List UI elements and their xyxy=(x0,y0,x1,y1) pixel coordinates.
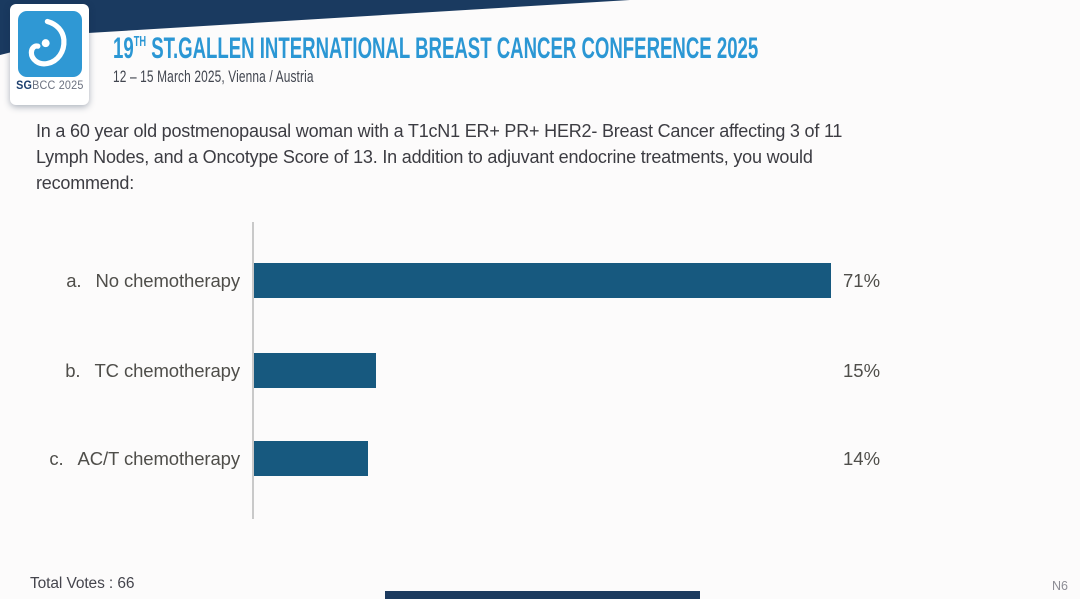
question-line-3: recommend: xyxy=(36,173,135,193)
total-votes: Total Votes : 66 xyxy=(30,575,135,592)
option-label-c: c. AC/T chemotherapy xyxy=(0,441,240,476)
bottom-ribbon xyxy=(385,591,700,599)
result-bar-b xyxy=(254,353,376,388)
option-row-b: b. TC chemotherapy 15% xyxy=(0,353,1080,388)
option-marker: a. xyxy=(66,269,82,291)
logo-card: SGBCC 2025 xyxy=(10,4,89,105)
result-value-c: 14% xyxy=(843,447,881,469)
option-text: TC chemotherapy xyxy=(94,359,240,381)
title-number: 19 xyxy=(113,32,134,65)
title-ordinal: TH xyxy=(133,33,147,50)
conference-subtitle: 12 – 15 March 2025, Vienna / Austria xyxy=(113,67,314,86)
option-text: AC/T chemotherapy xyxy=(77,447,241,469)
logo-badge-rest: BCC 2025 xyxy=(31,80,84,92)
conference-title: 19TH ST.GALLEN INTERNATIONAL BREAST CANC… xyxy=(113,27,758,65)
option-marker: b. xyxy=(65,359,81,381)
option-label-a: a. No chemotherapy xyxy=(0,263,240,298)
chart-axis-line xyxy=(252,222,254,519)
result-bar-c xyxy=(254,441,368,476)
logo-badge-text: SGBCC 2025 xyxy=(16,80,83,92)
result-value-a: 71% xyxy=(843,269,881,291)
breast-glyph-icon xyxy=(28,18,66,67)
question-text: In a 60 year old postmenopausal woman wi… xyxy=(36,118,1016,196)
title-text: ST.GALLEN INTERNATIONAL BREAST CANCER CO… xyxy=(146,32,759,65)
question-line-1: In a 60 year old postmenopausal woman wi… xyxy=(36,121,843,141)
option-text: No chemotherapy xyxy=(95,269,240,291)
option-row-c: c. AC/T chemotherapy 14% xyxy=(0,441,1080,476)
option-marker: c. xyxy=(49,447,64,469)
option-label-b: b. TC chemotherapy xyxy=(0,353,240,388)
result-bar-a xyxy=(254,263,831,298)
header-title-block: 19TH ST.GALLEN INTERNATIONAL BREAST CANC… xyxy=(113,27,1080,87)
slide-number: N6 xyxy=(1052,579,1068,593)
option-row-a: a. No chemotherapy 71% xyxy=(0,263,1080,298)
result-value-b: 15% xyxy=(843,359,881,381)
sgbcc-logo-icon xyxy=(17,11,82,77)
question-line-2: Lymph Nodes, and a Oncotype Score of 13.… xyxy=(36,147,813,167)
logo-badge-sg: SG xyxy=(15,80,32,92)
